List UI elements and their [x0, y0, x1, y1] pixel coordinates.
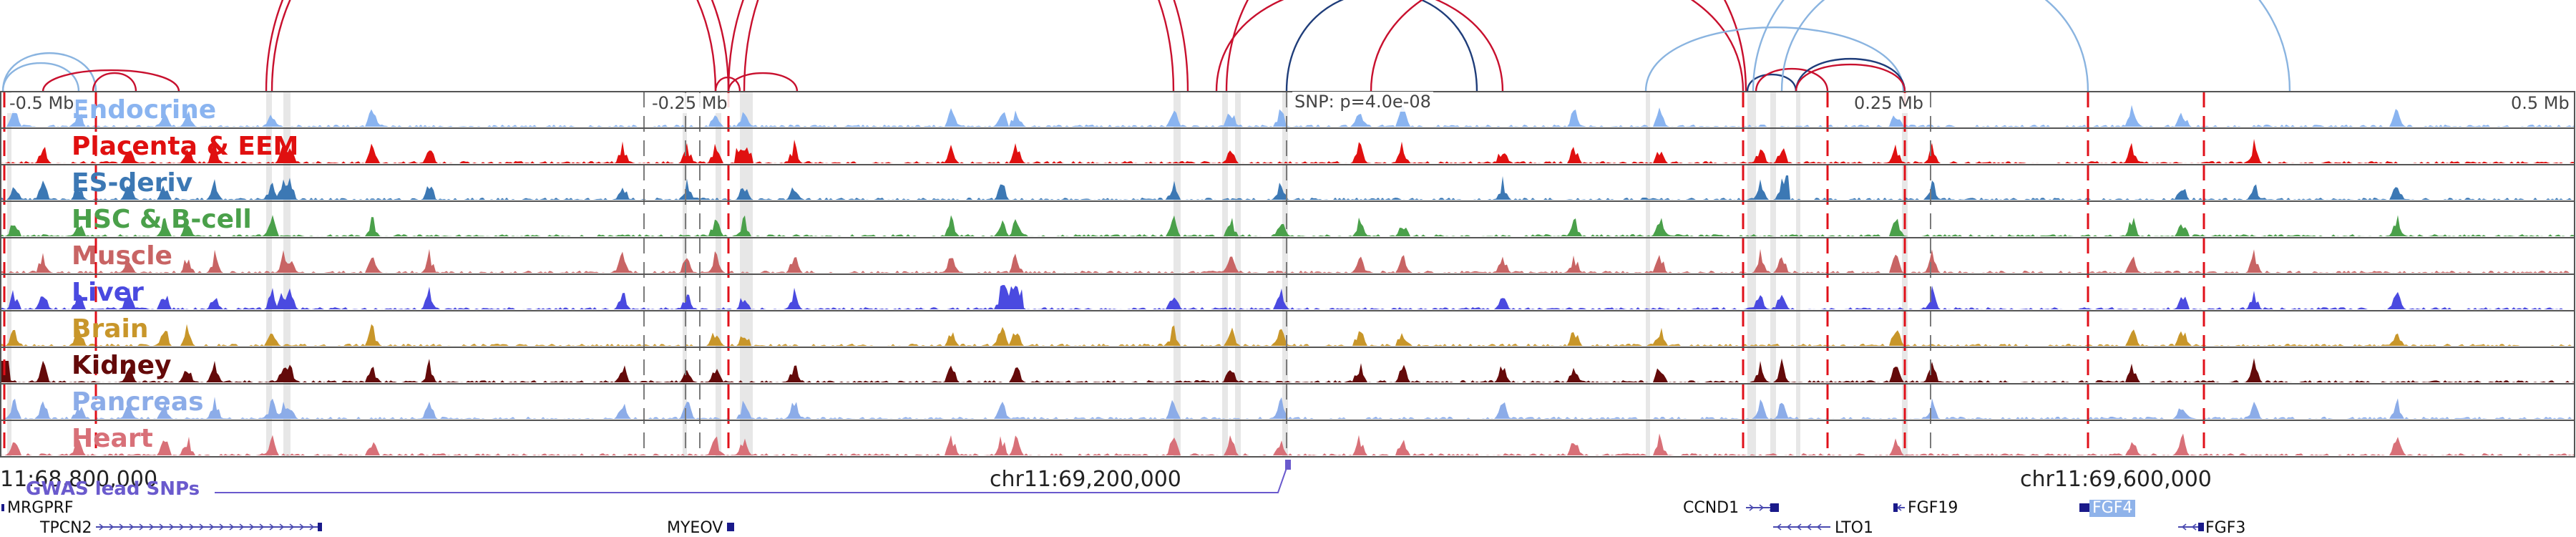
chromatin-loop-12: [1285, 0, 1478, 92]
tpcn2-strand-arrow: [189, 523, 195, 531]
chromatin-loop-10: [1215, 0, 1504, 92]
gene-label-fgf19: FGF19: [1908, 499, 1958, 517]
chromatin-loop-4: [265, 0, 730, 92]
tick-label-minus-0-25mb: -0.25 Mb: [650, 93, 730, 113]
track-label-pancreas: Pancreas: [72, 387, 204, 417]
lto1-strand-arrow: [1776, 523, 1782, 531]
coordinate-label-69600000: chr11:69,600,000: [2020, 467, 2212, 492]
chromatin-loop-0: [1, 62, 80, 92]
tick-label-plus-0-5mb: 0.5 Mb: [2509, 93, 2572, 113]
gene-label-ccnd1: CCND1: [1683, 499, 1740, 517]
chromatin-loop-2: [42, 69, 180, 92]
tpcn2-strand-arrow: [179, 523, 185, 531]
tpcn2-strand-arrow: [109, 523, 114, 531]
lto1-strand-arrow: [1806, 523, 1812, 531]
gene-label-fgf4: FGF4: [2089, 500, 2136, 517]
chromatin-loop-18: [1795, 63, 1906, 92]
tpcn2-strand-arrow: [239, 523, 245, 531]
track-label-brain: Brain: [72, 314, 149, 344]
track-label-heart: Heart: [72, 424, 153, 453]
fgf4-exon: [2079, 503, 2089, 512]
chromatin-loop-8: [727, 0, 1175, 92]
gene-annotation-layer: [1, 460, 2204, 531]
tpcn2-strand-arrow: [129, 523, 135, 531]
signal-profile-7: [0, 358, 2575, 382]
gene-label-myeov: MYEOV: [667, 519, 723, 537]
chromatin-loop-15: [1746, 73, 1797, 92]
coordinate-label-68800000: 11:68,800,000: [0, 467, 158, 492]
tpcn2-strand-arrow: [309, 523, 315, 531]
chromatin-loop-14: [1644, 26, 1905, 92]
tpcn2-strand-arrow: [199, 523, 205, 531]
tpcn2-exon: [318, 523, 322, 531]
track-label-liver: Liver: [72, 278, 144, 307]
gwas-connector-line: [215, 463, 1289, 493]
track-label-endocrine: Endocrine: [72, 95, 217, 125]
tpcn2-strand-arrow: [99, 523, 104, 531]
ccnd1-exon: [1770, 503, 1779, 512]
chromatin-loop-17: [1795, 58, 1906, 92]
chromatin-loop-3: [92, 72, 137, 92]
tpcn2-strand-arrow: [209, 523, 215, 531]
tpcn2-strand-arrow: [269, 523, 275, 531]
gwas-lead-snps-label: GWAS lead SNPs: [26, 478, 200, 500]
tpcn2-strand-arrow: [159, 523, 165, 531]
fgf3-strand-arrow: [2181, 523, 2187, 531]
track-label-es-deriv: ES-deriv: [72, 168, 193, 198]
chromatin-loop-19: [1752, 0, 2291, 92]
track-label-hsc-b-cell: HSC & B-cell: [72, 205, 252, 234]
tick-label-plus-0-25mb: 0.25 Mb: [1852, 93, 1926, 113]
tpcn2-strand-arrow: [149, 523, 155, 531]
tpcn2-strand-arrow: [219, 523, 225, 531]
fgf19-exon: [1893, 503, 1898, 512]
chromatin-loop-6: [714, 76, 741, 92]
tpcn2-strand-arrow: [249, 523, 255, 531]
chromatin-loop-20: [1780, 0, 2089, 92]
track-label-muscle: Muscle: [72, 241, 172, 271]
gene-label-lto1: LTO1: [1835, 519, 1873, 537]
gene-label-fgf3: FGF3: [2205, 519, 2246, 537]
chromatin-loop-13: [1370, 0, 1745, 92]
tpcn2-strand-arrow: [289, 523, 295, 531]
tpcn2-strand-arrow: [299, 523, 305, 531]
gene-label-tpcn2: TPCN2: [40, 519, 92, 537]
gene-label-mrgprf: MRGPRF: [7, 499, 74, 517]
chromatin-loop-11: [1225, 0, 1747, 92]
tick-label-minus-0-5mb: -0.5 Mb: [7, 93, 77, 113]
chromatin-loop-5: [270, 0, 717, 92]
signal-profile-5: [0, 285, 2575, 309]
track-frame: [0, 91, 2575, 458]
fgf3-strand-arrow: [2191, 523, 2197, 531]
track-label-placenta-eem: Placenta & EEM: [72, 132, 299, 161]
tpcn2-strand-arrow: [169, 523, 175, 531]
chromatin-loop-7: [727, 72, 799, 92]
chromatin-loops-layer: [1, 0, 2291, 92]
tpcn2-strand-arrow: [119, 523, 125, 531]
snp-pvalue-label: SNP: p=4.0e-08: [1292, 92, 1433, 112]
lto1-strand-arrow: [1816, 523, 1822, 531]
tpcn2-strand-arrow: [279, 523, 285, 531]
ccnd1-strand-arrow: [1759, 504, 1765, 511]
lto1-strand-arrow: [1796, 523, 1802, 531]
myeov-exon: [727, 523, 734, 531]
mrgprf-exon: [1, 504, 4, 511]
chromatin-loop-16: [1755, 67, 1829, 92]
tpcn2-strand-arrow: [139, 523, 145, 531]
tpcn2-strand-arrow: [259, 523, 265, 531]
chromatin-loop-9: [743, 0, 1189, 92]
gwas-snp-marker: [1285, 460, 1291, 470]
fgf3-exon: [2198, 523, 2204, 531]
lto1-strand-arrow: [1786, 523, 1792, 531]
tpcn2-strand-arrow: [229, 523, 235, 531]
signal-profile-1: [0, 139, 2575, 163]
coordinate-label-69200000: chr11:69,200,000: [990, 467, 1181, 492]
track-label-kidney: Kidney: [72, 351, 172, 380]
chromatin-loop-1: [1, 52, 97, 92]
ccnd1-strand-arrow: [1749, 504, 1755, 511]
